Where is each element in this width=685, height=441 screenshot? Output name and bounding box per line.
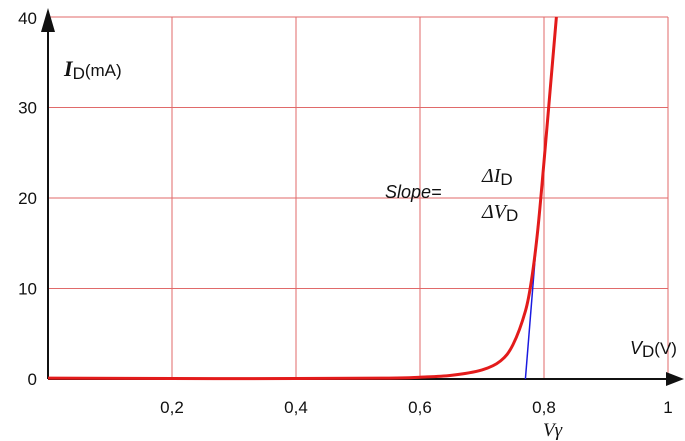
- x-label-unit: (V): [654, 339, 677, 358]
- series-layer: [47, 16, 558, 381]
- x-tick-label-0: 0,2: [160, 398, 184, 417]
- y-label-unit: (mA): [85, 61, 122, 80]
- slope-label: Slope=: [385, 182, 442, 202]
- y-tick-label-0: 0: [28, 370, 37, 389]
- x-label-sub: D: [642, 342, 654, 361]
- y-tick-label-2: 20: [18, 189, 37, 208]
- y-tick-label-3: 30: [18, 99, 37, 118]
- y-tick-label-1: 10: [18, 280, 37, 299]
- denominator-sub: D: [506, 206, 518, 225]
- y-axis-arrow: [41, 8, 55, 32]
- slope-numerator: ΔID: [481, 165, 513, 189]
- y-axis-label: ID(mA): [63, 56, 122, 83]
- x-axis-label: VD(V): [630, 338, 677, 361]
- x-tick-label-4: 1: [663, 398, 672, 417]
- x-tick-label-1: 0,4: [284, 398, 308, 417]
- x-tick-labels: 0,2 0,4 0,6 0,8 1: [160, 398, 673, 417]
- y-label-sub: D: [73, 64, 85, 83]
- y-tick-labels: 0 10 20 30 40: [18, 9, 37, 389]
- x-tick-label-3: 0,8: [532, 398, 556, 417]
- numerator-main: ΔI: [481, 165, 502, 187]
- grid: [48, 16, 669, 379]
- axes: [41, 8, 684, 386]
- vgamma-label: Vγ: [543, 420, 563, 441]
- y-tick-label-4: 40: [18, 9, 37, 28]
- numerator-sub: D: [500, 170, 512, 189]
- x-axis-arrow: [666, 372, 684, 386]
- slope-denominator: ΔVD: [481, 201, 518, 225]
- series-curve-0: [47, 16, 558, 381]
- x-tick-label-2: 0,6: [408, 398, 432, 417]
- x-label-main: V: [630, 338, 644, 358]
- y-label-main: I: [63, 56, 74, 81]
- denominator-main: ΔV: [481, 201, 509, 223]
